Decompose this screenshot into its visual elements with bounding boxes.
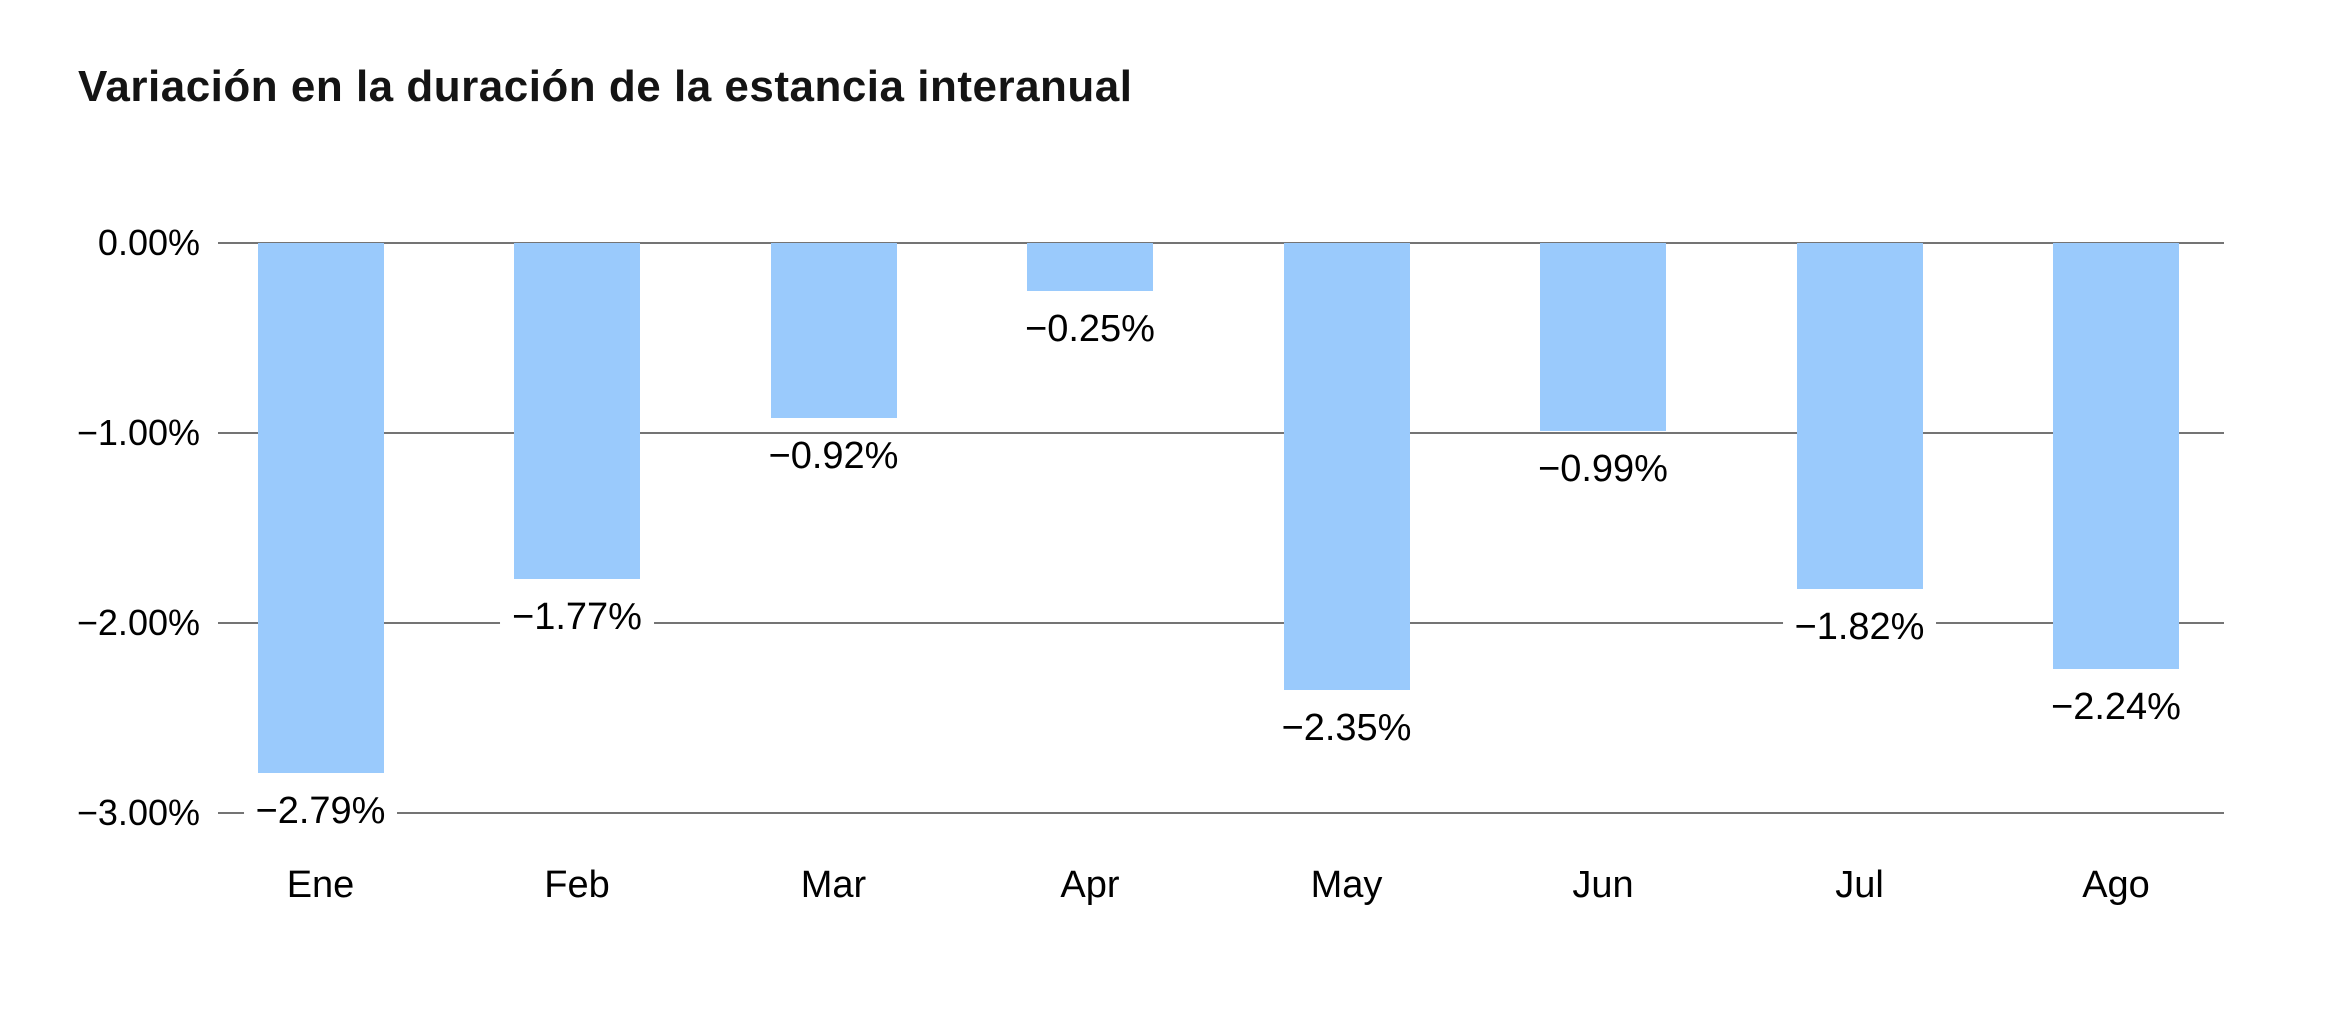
bar-ago xyxy=(2053,243,2179,669)
plot-area: −2.79% −1.77% −0.92% −0.25% −2.35% −0.99% −1.8… xyxy=(218,242,2224,834)
x-axis-category-label: Jun xyxy=(1572,864,1634,906)
bar-value-label: −0.92% xyxy=(756,433,911,478)
bar-jun xyxy=(1540,243,1666,432)
bar-apr xyxy=(1027,243,1153,291)
y-axis-tick-label: −3.00% xyxy=(76,792,200,833)
bar-value-label: −2.24% xyxy=(2039,684,2193,729)
y-axis-tick-label: −1.00% xyxy=(76,412,200,453)
bar-value-label: −2.79% xyxy=(243,789,398,834)
y-axis-tick-label: 0.00% xyxy=(97,222,200,263)
bar-value-label: −1.82% xyxy=(1782,604,1937,649)
bar-value-label: −2.35% xyxy=(1269,705,1424,750)
x-axis-category-label: Feb xyxy=(544,864,610,906)
gridline xyxy=(218,432,2224,434)
bar-value-label: −1.77% xyxy=(500,595,654,640)
bar-may xyxy=(1283,243,1410,690)
chart-title: Variación en la duración de la estancia … xyxy=(78,62,1133,111)
bar-jul xyxy=(1796,243,1923,589)
bar-value-label: −0.99% xyxy=(1526,447,1680,492)
x-axis-category-label: May xyxy=(1310,864,1383,906)
bar-value-label: −0.25% xyxy=(1013,306,1167,351)
y-axis-tick-label: −2.00% xyxy=(76,602,200,643)
x-axis-category-label: Ago xyxy=(2082,864,2150,906)
x-axis-category-label: Ene xyxy=(286,864,355,906)
x-axis-category-label: Mar xyxy=(800,864,867,906)
gridline xyxy=(218,812,2224,814)
bar-ene xyxy=(257,243,384,774)
bar-feb xyxy=(514,243,640,580)
x-axis-category-label: Apr xyxy=(1060,864,1120,906)
gridline xyxy=(218,622,2224,624)
x-axis-category-label: Jul xyxy=(1835,864,1884,906)
gridline xyxy=(218,242,2224,244)
bar-mar xyxy=(770,243,897,418)
